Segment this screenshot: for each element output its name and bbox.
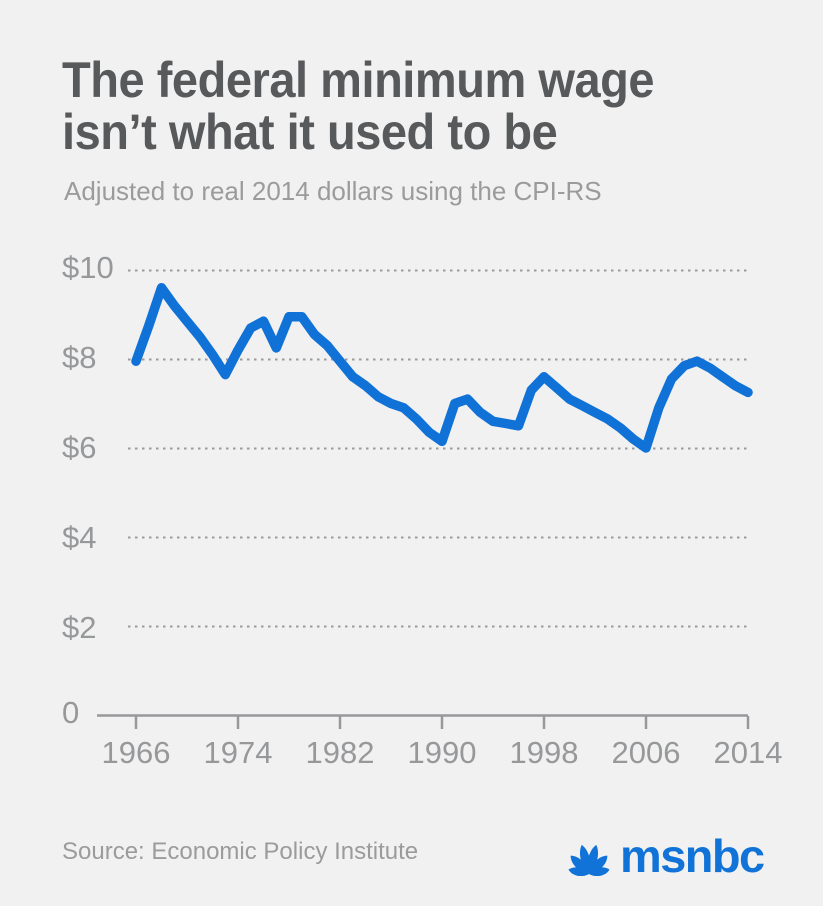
y-axis-label-0: 0 bbox=[62, 695, 80, 730]
y-axis-label-8: $8 bbox=[62, 340, 97, 375]
y-axis-label-10: $10 bbox=[62, 250, 114, 285]
x-axis-label-1974: 1974 bbox=[203, 735, 273, 770]
chart-subtitle: Adjusted to real 2014 dollars using the … bbox=[64, 176, 602, 206]
x-axis-label-1982: 1982 bbox=[305, 735, 375, 770]
x-axis-ticks bbox=[134, 716, 750, 729]
y-axis-label-6: $6 bbox=[62, 430, 97, 465]
msnbc-logo: msnbc bbox=[566, 820, 782, 882]
title-line-1: The federal minimum wage bbox=[62, 52, 655, 108]
wage-line bbox=[131, 283, 753, 453]
title-line-2: isn’t what it used to be bbox=[62, 104, 558, 160]
y-axis-label-4: $4 bbox=[62, 520, 97, 555]
page-title: The federal minimum wage isn’t what it u… bbox=[62, 54, 720, 158]
source-text: Source: Economic Policy Institute bbox=[62, 838, 419, 865]
nbc-peacock-icon bbox=[568, 844, 610, 876]
gridlines bbox=[128, 269, 748, 628]
x-axis-label-2006: 2006 bbox=[611, 735, 681, 770]
x-axis-label-1990: 1990 bbox=[407, 735, 477, 770]
x-axis-label-1998: 1998 bbox=[509, 735, 579, 770]
msnbc-wordmark: msnbc bbox=[620, 830, 765, 882]
y-axis-label-2: $2 bbox=[62, 610, 97, 645]
x-axis-label-1966: 1966 bbox=[101, 735, 171, 770]
x-axis-label-2014: 2014 bbox=[713, 735, 783, 770]
